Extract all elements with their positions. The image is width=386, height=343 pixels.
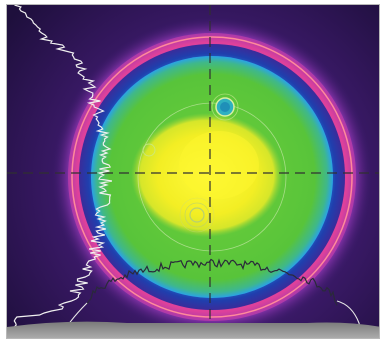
vertical-profile-trace	[12, 5, 113, 338]
outer-ring-highlight	[71, 36, 353, 318]
beam-profile-image	[6, 4, 380, 339]
bottom-base-strip	[7, 321, 379, 338]
diffraction-spot-left	[142, 143, 156, 157]
beam-profile-plot	[7, 5, 379, 338]
inner-aperture-ring	[137, 102, 287, 252]
horizontal-profile-trace	[86, 258, 338, 306]
diffraction-spot-upper	[211, 93, 239, 121]
diffraction-spot-lower	[179, 197, 215, 233]
core-hotspot	[179, 131, 259, 199]
